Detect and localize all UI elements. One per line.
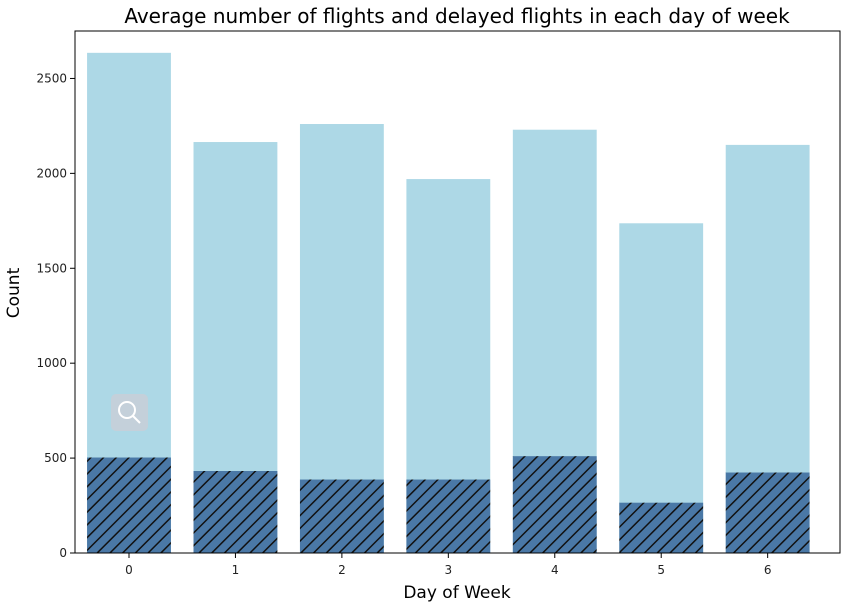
y-tick-label: 500 xyxy=(44,451,67,465)
y-tick-label: 2500 xyxy=(36,71,67,85)
delayed-bar-0 xyxy=(87,457,171,553)
ticks-layer: 0 500 1000 1500 2000 2500 0 1 2 3 4 5 6 xyxy=(36,71,771,577)
x-tick-label: 4 xyxy=(551,563,559,577)
plot-frame xyxy=(74,30,841,554)
y-tick-label: 0 xyxy=(59,546,67,560)
x-tick-label: 2 xyxy=(338,563,346,577)
axes-layer xyxy=(74,30,841,554)
chart-title: Average number of flights and delayed fl… xyxy=(124,4,790,28)
bars-layer xyxy=(87,52,810,554)
delayed-bar-3 xyxy=(406,479,491,553)
delayed-bar-2 xyxy=(299,479,384,553)
delayed-bar-1 xyxy=(193,471,278,553)
y-tick-label: 2000 xyxy=(36,166,67,180)
y-tick-label: 1500 xyxy=(36,261,67,275)
magnifier-icon[interactable] xyxy=(111,394,148,431)
x-tick-label: 6 xyxy=(764,563,772,577)
x-tick-label: 1 xyxy=(232,563,240,577)
delayed-bar-6 xyxy=(725,472,810,553)
x-tick-label: 3 xyxy=(445,563,453,577)
y-axis-label: Count xyxy=(4,267,24,318)
x-tick-label: 0 xyxy=(125,563,133,577)
total-bar-5 xyxy=(619,223,704,554)
x-tick-label: 5 xyxy=(657,563,665,577)
x-axis-label: Day of Week xyxy=(403,583,510,603)
delayed-bar-5 xyxy=(619,502,704,553)
y-tick-label: 1000 xyxy=(36,356,67,370)
delayed-bar-4 xyxy=(512,456,597,553)
